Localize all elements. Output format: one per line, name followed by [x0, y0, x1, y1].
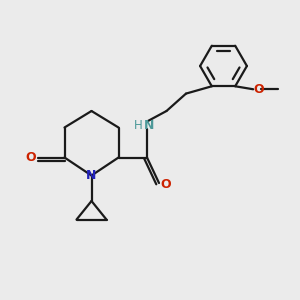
Text: N: N [86, 169, 97, 182]
Text: N: N [144, 119, 154, 132]
Text: H: H [134, 119, 142, 132]
Text: O: O [26, 151, 36, 164]
Text: O: O [160, 178, 171, 191]
Text: O: O [253, 83, 264, 96]
